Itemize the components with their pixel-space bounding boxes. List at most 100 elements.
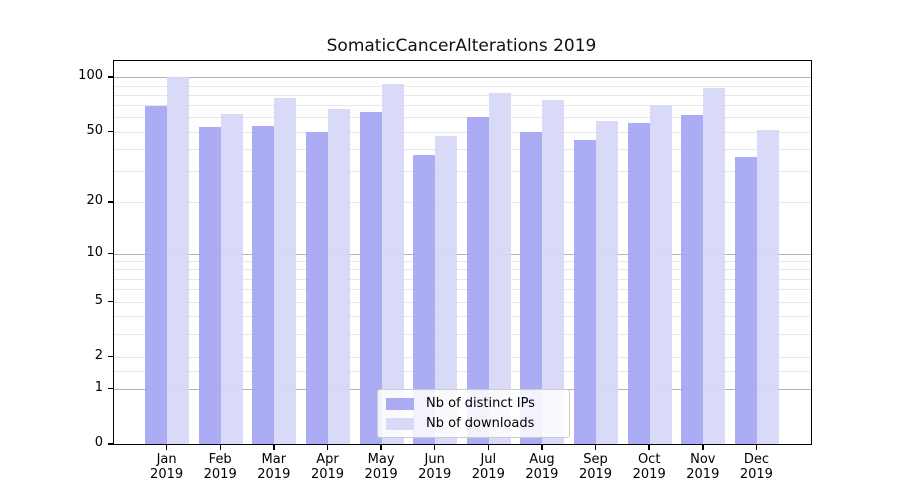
y-tick-mark <box>108 201 113 203</box>
bar-downloads-jun <box>435 136 458 444</box>
x-tick-year: 2019 <box>418 467 452 482</box>
bar-distinct-ips-feb <box>198 127 221 444</box>
x-tick-month: May <box>367 452 395 467</box>
bar-downloads-oct <box>649 105 672 444</box>
bar-distinct-ips-apr <box>306 131 328 444</box>
bar-distinct-ips-may <box>359 112 382 444</box>
x-tick-mark <box>326 445 329 450</box>
x-tick-year: 2019 <box>578 467 613 482</box>
x-tick-label: Aug 2019 <box>511 452 573 482</box>
bar-downloads-feb <box>220 113 243 444</box>
x-tick-mark <box>702 445 704 450</box>
x-tick-month: Dec <box>743 452 769 467</box>
x-tick-label: Apr 2019 <box>297 452 359 482</box>
minor-gridline <box>114 278 811 280</box>
minor-gridline <box>114 148 811 150</box>
y-tick-label: 20 <box>86 193 103 209</box>
x-tick-label: Jul 2019 <box>457 452 519 482</box>
minor-gridline <box>114 131 811 133</box>
x-tick-mark <box>755 445 758 450</box>
bar-distinct-ips-jan <box>145 106 168 444</box>
bar-distinct-ips-nov <box>681 114 704 444</box>
x-tick-label: Mar 2019 <box>243 452 305 482</box>
minor-gridline <box>114 301 811 303</box>
x-tick-mark <box>541 445 543 450</box>
x-tick-month: Nov <box>690 452 716 467</box>
x-tick-mark <box>380 445 382 450</box>
minor-gridline <box>114 371 811 373</box>
minor-gridline <box>114 117 811 119</box>
legend-label-distinct-ips: Nb of distinct IPs <box>426 396 535 411</box>
bar-layer <box>114 61 811 444</box>
major-gridline <box>114 77 811 79</box>
x-tick-label: Nov 2019 <box>672 452 734 482</box>
minor-gridline <box>114 333 811 335</box>
minor-gridline <box>114 105 811 107</box>
y-tick-label: 10 <box>86 244 103 260</box>
major-gridline <box>114 253 811 255</box>
x-tick-mark <box>648 445 650 450</box>
bar-downloads-nov <box>703 88 726 444</box>
y-tick-mark <box>108 355 113 358</box>
y-tick-mark <box>108 300 113 303</box>
minor-gridline <box>114 289 811 291</box>
bar-distinct-ips-jul <box>466 117 489 444</box>
bar-distinct-ips-mar <box>252 125 275 444</box>
minor-gridline <box>114 171 811 173</box>
x-tick-year: 2019 <box>471 467 505 482</box>
x-tick-year: 2019 <box>257 467 291 482</box>
bar-distinct-ips-dec <box>734 157 757 444</box>
bar-downloads-sep <box>596 121 618 444</box>
chart-title: SomaticCancerAlterations 2019 <box>326 36 597 56</box>
y-tick-mark <box>108 387 113 390</box>
y-tick-mark <box>108 130 113 133</box>
bar-downloads-apr <box>328 108 350 444</box>
legend: Nb of distinct IPs Nb of downloads <box>377 389 570 438</box>
bar-downloads-aug <box>542 99 565 444</box>
grid-layer <box>114 61 811 444</box>
x-tick-year: 2019 <box>310 467 345 482</box>
bar-downloads-may <box>381 83 404 444</box>
x-tick-label: May 2019 <box>350 452 412 482</box>
x-tick-month: Aug <box>529 452 555 467</box>
minor-gridline <box>114 356 811 358</box>
bar-downloads-jul <box>488 92 511 444</box>
minor-gridline <box>114 316 811 318</box>
x-tick-year: 2019 <box>364 467 398 482</box>
minor-gridline <box>114 85 811 87</box>
minor-gridline <box>114 269 811 271</box>
x-tick-month: Mar <box>261 452 287 467</box>
y-tick-label: 5 <box>94 292 103 308</box>
x-tick-month: Jul <box>480 452 497 467</box>
legend-label-downloads: Nb of downloads <box>426 416 535 431</box>
x-tick-year: 2019 <box>739 467 773 482</box>
legend-item-downloads: Nb of downloads <box>386 416 535 431</box>
y-tick-mark <box>108 443 113 445</box>
x-tick-year: 2019 <box>203 467 237 482</box>
bar-downloads-dec <box>756 130 779 444</box>
x-tick-label: Feb 2019 <box>189 452 251 482</box>
x-tick-mark <box>273 445 275 450</box>
x-tick-mark <box>219 445 221 450</box>
x-tick-year: 2019 <box>632 467 666 482</box>
bar-distinct-ips-sep <box>574 139 596 444</box>
bar-distinct-ips-oct <box>627 122 650 444</box>
legend-item-distinct-ips: Nb of distinct IPs <box>386 396 535 411</box>
y-tick-label: 0 <box>94 435 103 450</box>
x-tick-label: Sep 2019 <box>565 452 627 482</box>
bar-distinct-ips-jun <box>413 155 436 444</box>
minor-gridline <box>114 202 811 204</box>
x-tick-label: Oct 2019 <box>618 452 680 482</box>
plot-area <box>113 60 812 445</box>
x-tick-mark <box>594 445 597 450</box>
y-tick-label: 1 <box>94 379 103 395</box>
legend-swatch-distinct-ips <box>386 397 414 410</box>
x-tick-mark <box>487 445 490 450</box>
x-tick-month: Apr <box>316 452 339 467</box>
bar-distinct-ips-aug <box>520 131 543 444</box>
x-tick-month: Oct <box>637 452 661 467</box>
minor-gridline <box>114 94 811 96</box>
x-tick-label: Dec 2019 <box>725 452 787 482</box>
x-tick-month: Feb <box>208 452 232 467</box>
